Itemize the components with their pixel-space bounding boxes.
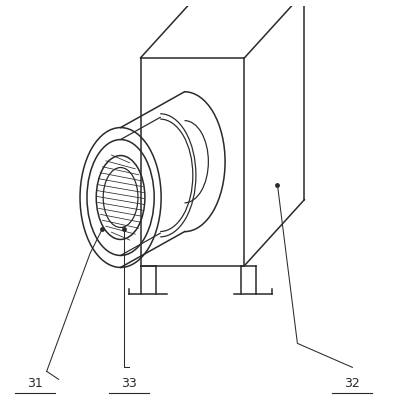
Text: 32: 32 xyxy=(344,377,360,390)
Text: 33: 33 xyxy=(121,377,136,390)
Text: 31: 31 xyxy=(27,377,43,390)
